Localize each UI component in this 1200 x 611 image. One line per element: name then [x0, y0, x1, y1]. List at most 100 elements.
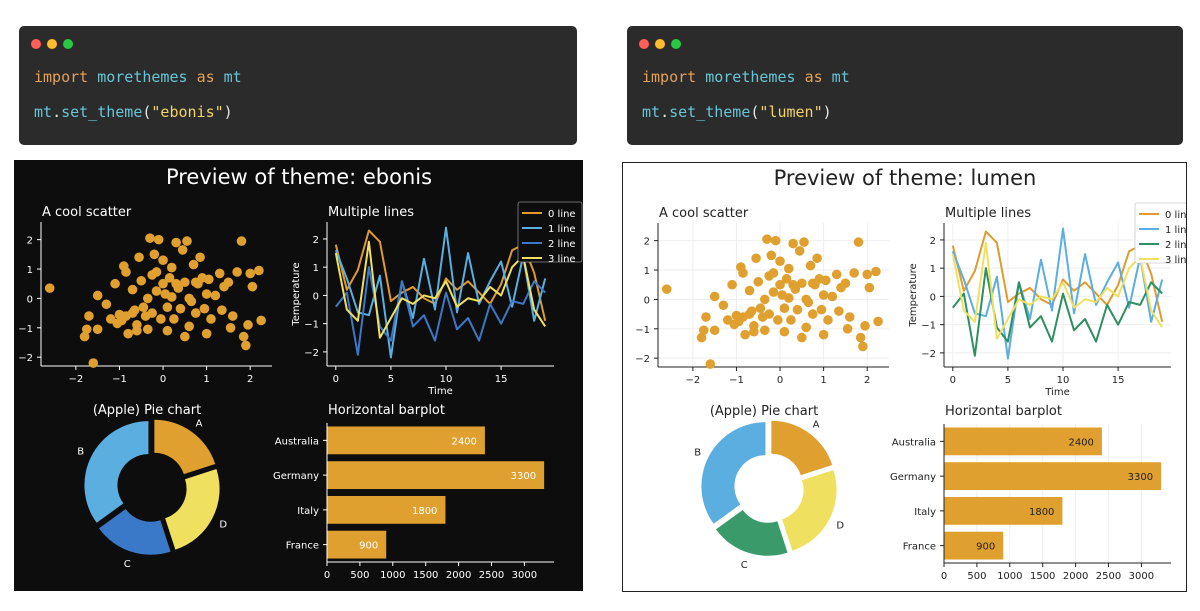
close-dot-icon [31, 39, 41, 49]
scatter-point [127, 284, 138, 295]
legend-label: 1 line [1165, 225, 1186, 236]
scatter-point [781, 274, 792, 284]
scatter-point [705, 359, 716, 369]
scatter-point [254, 265, 264, 276]
scatter-point [129, 305, 140, 315]
bar-Australia [944, 427, 1102, 456]
pie-title: (Apple) Pie chart [710, 404, 818, 419]
y-axis-label: Temperature [908, 263, 919, 327]
bar-category-label: Germany [890, 472, 936, 483]
x-tick-label: 1 [820, 375, 826, 386]
scatter-point [701, 312, 711, 322]
x-tick-label: −1 [729, 375, 744, 386]
series-line-1 [334, 226, 547, 359]
scatter-point [201, 328, 212, 339]
scatter-point [138, 302, 149, 313]
pie-wedge-A [154, 419, 216, 475]
scatter-point [807, 309, 818, 319]
x-tick-label: 1000 [997, 571, 1022, 582]
line-chart: Multiple lines 0 5 10 15 −2 −1 0 1 2 Time Temperatu… [291, 201, 583, 397]
x-tick-label: 1500 [1030, 571, 1055, 582]
scatter-point [764, 309, 774, 319]
x-tick-label: 10 [1057, 375, 1070, 386]
code-line-import: import morethemes as mt [642, 68, 850, 86]
bar-value-label: 2400 [1068, 437, 1093, 448]
scatter-point [698, 325, 709, 336]
minimize-dot-icon [655, 39, 665, 49]
series-line-2 [335, 266, 546, 356]
pie-label: A [813, 419, 820, 430]
scatter-point [768, 268, 779, 278]
bar-category-label: Italy [914, 507, 936, 518]
x-tick-label: 0 [777, 375, 783, 386]
scatter-point [142, 293, 153, 304]
x-tick-label: 3000 [512, 570, 537, 581]
y-tick-label: −2 [635, 354, 650, 365]
y-tick-label: −1 [921, 321, 936, 332]
scatter-point [110, 278, 120, 289]
preview-figure-ebonis: Preview of theme: ebonis A cool scatter −… [18, 165, 583, 581]
x-tick-label: 15 [495, 374, 508, 385]
scatter-point [849, 268, 859, 278]
scatter-point [727, 279, 737, 290]
scatter-point [151, 286, 162, 296]
scatter-point [797, 332, 807, 343]
y-tick-label: 1 [930, 264, 936, 275]
bar-value-label: 900 [976, 542, 995, 553]
preview-panel-lumen: Preview of theme: lumen A cool scatter −2… [622, 162, 1200, 592]
y-tick-label: 2 [644, 237, 650, 248]
x-axis-label: Time [1044, 387, 1069, 398]
scatter-point [834, 306, 844, 316]
scatter-point [217, 305, 227, 315]
scatter-point [169, 314, 179, 324]
scatter-point [797, 278, 807, 289]
scatter-point [156, 314, 166, 324]
legend-label: 2 line [548, 239, 576, 250]
series-line-2 [952, 267, 1163, 357]
scatter-point [783, 293, 794, 303]
pie-label: D [836, 520, 844, 531]
bar-France [327, 530, 387, 559]
scatter-point [247, 281, 258, 292]
scatter-point [210, 290, 221, 301]
y-tick-label: 1 [313, 263, 319, 274]
x-tick-label: 2000 [446, 570, 471, 581]
scatter-point [162, 325, 173, 336]
x-tick-label: 500 [967, 571, 986, 582]
x-tick-label: 0 [333, 374, 339, 385]
pie-wedge-A [771, 420, 833, 476]
y-tick-label: 0 [313, 291, 319, 302]
bar-France [944, 531, 1004, 560]
scatter-point [840, 278, 851, 289]
series-line-1 [951, 227, 1164, 360]
scatter-point [762, 234, 772, 244]
legend-label: 0 line [1165, 210, 1186, 221]
scatter-point [871, 266, 881, 277]
scatter-point [844, 312, 855, 322]
x-tick-label: 3000 [1129, 571, 1154, 582]
scatter-point [188, 259, 199, 270]
bar-category-label: Australia [275, 436, 319, 447]
scatter-point [792, 304, 803, 315]
window-controls [31, 39, 73, 49]
scatter-point [171, 237, 181, 248]
x-axis-label: Time [427, 386, 452, 397]
scatter-point [860, 321, 870, 331]
bar-value-label: 3300 [511, 471, 536, 482]
x-tick-label: 1000 [380, 570, 405, 581]
x-tick-label: 15 [1112, 375, 1125, 386]
pie-label: C [124, 559, 131, 570]
bar-Italy [944, 496, 1063, 525]
scatter-point [227, 311, 238, 321]
code-window-lumen: import morethemes as mt mt.set_theme("lu… [627, 26, 1183, 145]
scatter-point [236, 236, 247, 246]
scatter-point [788, 238, 798, 249]
scatter-point [753, 276, 764, 287]
scatter-point [661, 284, 672, 294]
pie-wedge-B [84, 421, 149, 523]
scatter-point [718, 300, 729, 311]
maximize-dot-icon [671, 39, 681, 49]
scatter-point [171, 278, 181, 289]
scatter-point [709, 325, 720, 336]
series-line-3 [951, 241, 1164, 340]
